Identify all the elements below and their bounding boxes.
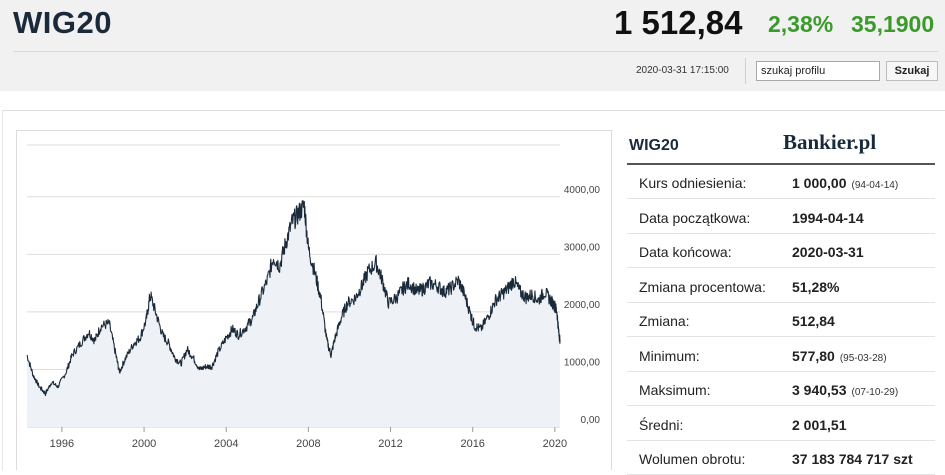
chart-area (27, 200, 560, 427)
info-row-value-text: 51,28% (792, 278, 840, 295)
info-row-label: Zmiana procentowa: (639, 278, 766, 295)
bankier-logo: Bankier.pl (783, 130, 877, 154)
info-header-divider (627, 163, 935, 165)
x-tick-label: 2016 (460, 438, 484, 450)
index-name: WIG20 (13, 5, 112, 40)
info-row-value: 1994-04-14 (792, 210, 864, 226)
info-row-date: (95-03-28) (839, 352, 887, 364)
y-tick-label: 2000,00 (564, 300, 601, 311)
info-row: Data początkowa: 1994-04-14 (627, 200, 935, 234)
x-tick-label: 2008 (296, 438, 320, 450)
change-value: 35,1900 (851, 11, 935, 37)
info-row: Zmiana procentowa: 51,28% (627, 269, 935, 303)
info-row-value: 1 000,00 (94-04-14) (792, 175, 898, 191)
info-row: Zmiana: 512,84 (627, 303, 935, 337)
info-row: Kurs odniesienia: 1 000,00 (94-04-14) (627, 165, 935, 199)
info-row: Data końcowa: 2020-03-31 (627, 234, 935, 268)
info-row-label: Data końcowa: (639, 244, 732, 260)
info-row-label: Minimum: (639, 347, 700, 364)
info-row-value-text: 577,80 (792, 347, 835, 364)
quote-timestamp: 2020-03-31 17:15:00 (636, 65, 729, 76)
info-row-label: Wolumen obrotu: (639, 451, 746, 467)
info-row-value-text: 512,84 (792, 313, 835, 329)
info-row: Średni: 2 001,51 (627, 407, 935, 441)
info-row-date: (94-04-14) (851, 180, 899, 191)
info-row-value-text: 37 183 784 717 szt (792, 451, 913, 467)
info-row-value-text: 3 940,53 (792, 382, 847, 398)
last-price: 1 512,84 (614, 4, 743, 41)
y-tick-label: 3000,00 (564, 242, 601, 253)
chart-canvas: 0,00 1000,00 2000,00 3000,00 4000,00 1996 2000… (26, 144, 601, 450)
header-divider (13, 51, 938, 52)
info-row-value: 3 940,53 (07-10-29) (792, 382, 898, 398)
info-row: Maksimum: 3 940,53 (07-10-29) (627, 372, 935, 406)
info-row-date: (07-10-29) (851, 387, 899, 398)
search-button[interactable]: Szukaj (886, 61, 938, 81)
info-row-label: Data początkowa: (639, 209, 751, 226)
info-row-value: 2 001,51 (792, 417, 847, 433)
info-row-value: 37 183 784 717 szt (792, 451, 913, 467)
change-percent: 2,38% (768, 11, 834, 37)
info-row-value: 2020-03-31 (792, 244, 864, 260)
info-row-label: Średni: (639, 416, 684, 433)
quote-header: WIG20 1 512,84 2,38% 35,1900 2020-03-31 … (0, 0, 945, 91)
series-line (26, 200, 561, 397)
info-row-label: Kurs odniesienia: (639, 175, 747, 191)
x-tick-label: 2012 (378, 438, 402, 450)
toolbar-separator (745, 58, 746, 84)
info-row-label: Zmiana: (639, 313, 690, 329)
info-title: WIG20 (629, 137, 679, 154)
info-row-label: Maksimum: (639, 382, 711, 398)
info-row-value-text: 2020-03-31 (792, 244, 864, 260)
x-tick-label: 2004 (214, 438, 238, 450)
info-row-value: 512,84 (792, 313, 835, 329)
price-chart: 0,00 1000,00 2000,00 3000,00 4000,00 1996 2000… (16, 130, 612, 470)
info-row-value-text: 2 001,51 (792, 416, 847, 433)
y-tick-label: 0,00 (581, 415, 601, 426)
profile-search-input[interactable] (756, 61, 880, 81)
info-row-value-text: 1 000,00 (792, 175, 847, 191)
x-tick-label: 2000 (132, 438, 156, 450)
x-tick-label: 1996 (50, 438, 74, 450)
y-tick-label: 4000,00 (564, 185, 601, 196)
x-tick-label: 2020 (543, 438, 567, 450)
info-row-value: 577,80 (95-03-28) (792, 348, 887, 364)
y-tick-label: 1000,00 (564, 357, 601, 368)
info-row: Minimum: 577,80 (95-03-28) (627, 338, 935, 372)
info-row-value-text: 1994-04-14 (792, 209, 864, 226)
info-row-value: 51,28% (792, 279, 839, 295)
